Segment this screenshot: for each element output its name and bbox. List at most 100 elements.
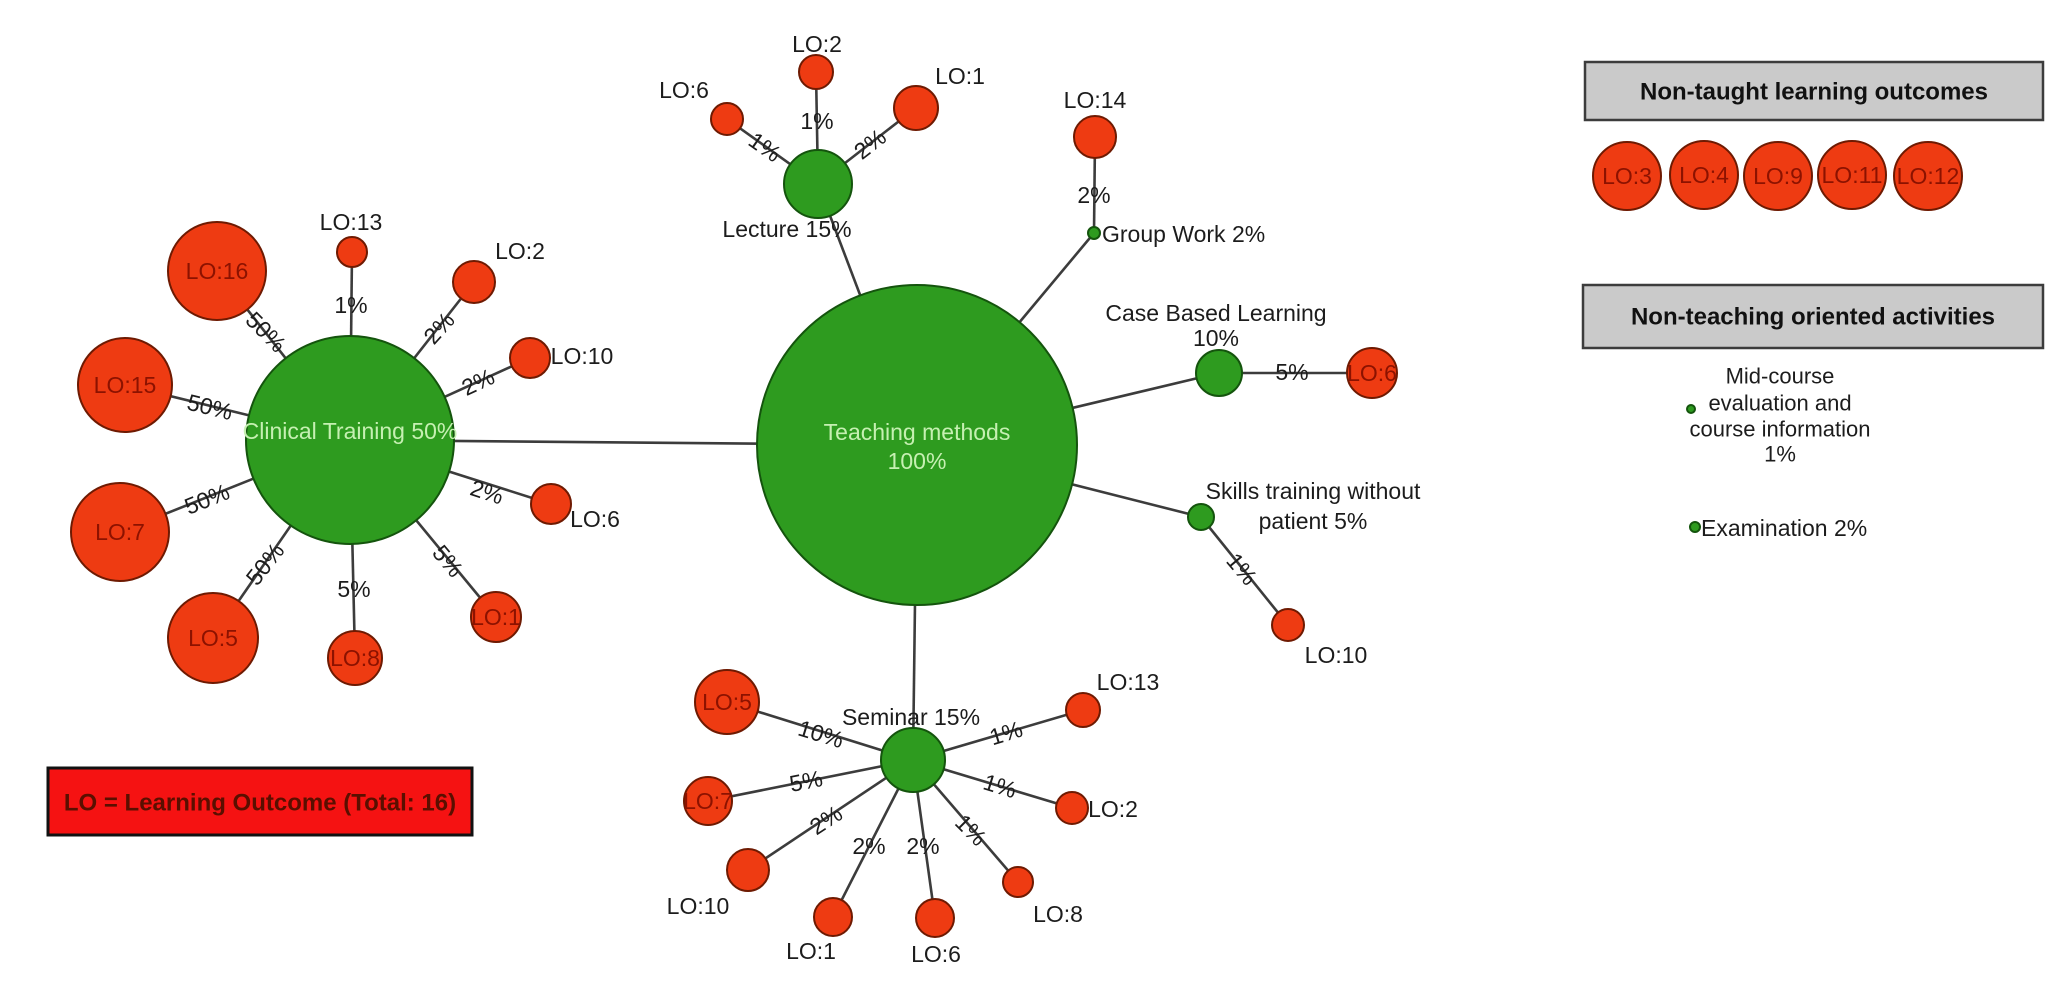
node-case-based <box>1195 349 1243 397</box>
node-ct-lo15 <box>77 337 173 433</box>
edge-label-ct-ct-lo2: 2% <box>418 307 460 349</box>
node-label-l-lo6: LO:6 <box>659 77 709 103</box>
node-l-lo1 <box>893 85 939 131</box>
node-nt-lo4 <box>1669 140 1739 210</box>
edge-seminar-s-lo7 <box>707 758 914 803</box>
node-label-s-lo7: LO:7 <box>683 788 733 814</box>
panel-non-taught-header-box <box>1583 60 2045 122</box>
node-s-lo7 <box>683 776 733 826</box>
node-label-l-lo1: LO:1 <box>935 63 985 89</box>
node-label-ct-lo13: LO:13 <box>320 209 383 235</box>
node-label-nt-lo4: LO:4 <box>1679 162 1729 188</box>
node-ct <box>245 335 455 545</box>
edge-label-seminar-s-lo7: 5% <box>787 765 825 797</box>
node-ct-lo7 <box>70 482 170 582</box>
nodes-layer <box>70 54 1963 938</box>
edge-label-group-work-gw-lo14: 2% <box>1077 182 1110 208</box>
edge-label-lecture-l-lo6: 1% <box>744 127 786 167</box>
node-label-s-lo2: LO:2 <box>1088 796 1138 822</box>
node-gw-lo14 <box>1073 115 1117 159</box>
node-label-ct-lo8: LO:8 <box>330 645 380 671</box>
node-label-sk-lo10: LO:10 <box>1305 642 1368 668</box>
node-label-s-lo1: LO:1 <box>786 938 836 964</box>
edge-label-case-based-cb-lo6: 5% <box>1275 359 1308 385</box>
node-label-l-lo2: LO:2 <box>792 31 842 57</box>
node-l-lo2 <box>798 54 834 90</box>
node-label-s-lo8: LO:8 <box>1033 901 1083 927</box>
node-group-work <box>1087 226 1101 240</box>
node-label-nt-lo12: LO:12 <box>1897 163 1960 189</box>
node-dot-midcourse <box>1686 404 1696 414</box>
node-s-lo6 <box>915 898 955 938</box>
midcourse-line-1: Mid-course <box>1726 364 1835 389</box>
edge-seminar-s-lo10 <box>747 758 914 872</box>
node-label-nt-lo11: LO:11 <box>1822 162 1883 188</box>
node-label-case-based: Case Based Learning 10% <box>1105 300 1326 351</box>
node-s-lo10 <box>726 848 770 892</box>
node-label-ct-lo1: LO:1 <box>471 604 521 630</box>
node-label-ct-lo15: LO:15 <box>94 372 157 398</box>
node-ct-lo8 <box>327 630 383 686</box>
node-nt-lo12 <box>1893 141 1963 211</box>
node-label-s-lo13: LO:13 <box>1097 669 1160 695</box>
midcourse-line-4: 1% <box>1764 442 1796 467</box>
node-seminar <box>880 727 946 793</box>
node-label-s-lo10: LO:10 <box>667 893 730 919</box>
panel-non-taught-title: Non-taught learning outcomes <box>1640 79 1988 106</box>
edge-skills-sk-lo10 <box>1199 516 1290 626</box>
node-nt-lo3 <box>1592 141 1662 211</box>
edge-label-ct-ct-lo8: 5% <box>337 576 370 602</box>
node-label-cb-lo6: LO:6 <box>1347 360 1397 386</box>
node-label-seminar: Seminar 15% <box>842 704 980 730</box>
midcourse-line-3: course information <box>1690 417 1871 442</box>
node-sk-lo10 <box>1271 608 1305 642</box>
node-ct-lo6 <box>530 483 572 525</box>
node-label-group-work: Group Work 2% <box>1102 221 1265 247</box>
edge-label-ct-ct-lo13: 1% <box>334 292 367 318</box>
node-s-lo2 <box>1055 791 1089 825</box>
node-labels-layer: Teaching methods 100% Clinical Training 50… <box>94 31 1960 967</box>
node-ct-lo1 <box>470 591 522 643</box>
panel-non-teaching: Non-teaching oriented activities Mid-cou… <box>1581 283 2045 541</box>
edge-label-ct-ct-lo16: 50% <box>241 307 292 358</box>
node-dot-exam <box>1689 521 1701 533</box>
node-ct-lo13 <box>336 236 368 268</box>
node-skills <box>1187 503 1215 531</box>
node-label-ct-lo7: LO:7 <box>95 519 145 545</box>
node-nt-lo9 <box>1743 141 1813 211</box>
node-label-ct: Clinical Training 50% <box>243 418 458 444</box>
edge-label-seminar-s-lo10: 2% <box>805 800 847 840</box>
edge-label-ct-ct-lo15: 50% <box>185 389 236 425</box>
node-l-lo6 <box>710 102 744 136</box>
panel-non-teaching-header-box <box>1581 283 2045 350</box>
edge-label-seminar-s-lo1: 2% <box>852 833 885 859</box>
panel-non-teaching-title: Non-teaching oriented activities <box>1631 304 1995 331</box>
node-label-lecture: Lecture 15% <box>722 216 851 242</box>
node-label-nt-lo3: LO:3 <box>1602 163 1652 189</box>
node-label-skills: Skills training without patient 5% <box>1206 478 1421 534</box>
node-label-tm: Teaching methods 100% <box>824 419 1011 474</box>
node-lecture <box>783 149 853 219</box>
node-cb-lo6 <box>1346 347 1398 399</box>
edge-label-seminar-s-lo2: 1% <box>980 769 1019 804</box>
node-ct-lo5 <box>167 592 259 684</box>
node-s-lo8 <box>1002 866 1034 898</box>
node-label-ct-lo6: LO:6 <box>570 506 620 532</box>
node-label-ct-lo2: LO:2 <box>495 238 545 264</box>
node-label-ct-lo10: LO:10 <box>551 343 614 369</box>
node-nt-lo11 <box>1817 140 1887 210</box>
node-tm <box>756 284 1078 606</box>
node-label-ct-lo16: LO:16 <box>186 258 249 284</box>
node-label-gw-lo14: LO:14 <box>1064 87 1127 113</box>
edge-label-ct-ct-lo5: 50% <box>241 538 290 590</box>
node-label-s-lo6: LO:6 <box>911 941 961 967</box>
edge-label-lecture-l-lo1: 2% <box>849 124 891 165</box>
edge-label-ct-ct-lo6: 2% <box>467 474 507 509</box>
midcourse-line-2: evaluation and <box>1708 391 1851 416</box>
legend-text: LO = Learning Outcome (Total: 16) <box>64 790 456 817</box>
examination-label: Examination 2% <box>1701 515 1867 541</box>
edge-label-seminar-s-lo6: 2% <box>906 833 939 859</box>
node-s-lo13 <box>1065 692 1101 728</box>
edge-label-ct-ct-lo10: 2% <box>457 363 498 401</box>
